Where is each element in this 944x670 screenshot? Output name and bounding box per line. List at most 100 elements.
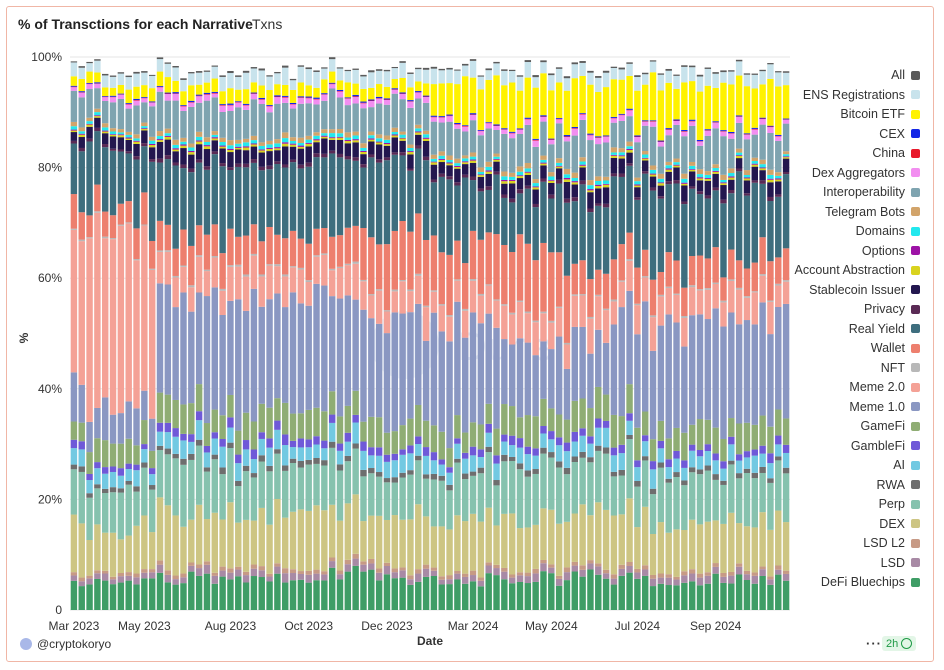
bar-segment-ens-registrations	[188, 73, 195, 86]
legend-label: Dex Aggregators	[811, 165, 905, 180]
legend-item-nft[interactable]: NFT	[881, 361, 920, 375]
bar-segment-ens-registrations	[688, 67, 696, 82]
legend-item-gamefi[interactable]: GameFi	[861, 419, 920, 433]
bar-segment-options	[258, 149, 265, 151]
bar-segment-ai	[782, 452, 790, 468]
bar-segment-wallet	[195, 225, 203, 256]
bar-segment-lsd-l2	[485, 562, 492, 566]
bar-segment-privacy	[328, 150, 336, 154]
legend-item-ai[interactable]: AI	[893, 458, 920, 472]
bar-segment-nft	[141, 224, 148, 226]
legend-item-lsd[interactable]: LSD	[881, 556, 920, 570]
bar-segment-meme-1-0	[266, 299, 273, 408]
legend-item-perp[interactable]: Perp	[879, 497, 920, 511]
bar-segment-lsd-l2	[313, 569, 320, 574]
bar-segment-lsd-l2	[156, 560, 164, 565]
bar-segment-defi-bluechips	[368, 569, 375, 610]
bar-segment-privacy	[477, 188, 485, 192]
bar-segment-domains	[728, 173, 735, 177]
refresh-age-badge[interactable]: 2h	[882, 636, 917, 651]
legend-item-real-yield[interactable]: Real Yield	[849, 322, 920, 336]
legend-item-meme-2-0[interactable]: Meme 2.0	[849, 380, 920, 394]
bar-segment-cex	[274, 95, 281, 97]
bar-segment-domains	[657, 178, 665, 183]
bar-segment-ai	[720, 468, 727, 481]
bar-segment-lsd-l2	[266, 573, 273, 577]
legend-item-telegram-bots[interactable]: Telegram Bots	[825, 205, 920, 219]
legend-item-rwa[interactable]: RWA	[877, 478, 920, 492]
bar-segment-telegram-bots	[508, 172, 516, 177]
bar-segment-ens-registrations	[86, 63, 93, 72]
bar-segment-bitcoin-etf	[642, 84, 649, 121]
legend-item-bitcoin-etf[interactable]: Bitcoin ETF	[840, 107, 920, 121]
bar-segment-rwa	[501, 454, 508, 462]
bar-segment-defi-bluechips	[751, 583, 758, 610]
bar-segment-account-abstraction	[430, 162, 438, 165]
legend-item-china[interactable]: China	[872, 146, 920, 160]
legend-item-domains[interactable]: Domains	[856, 224, 920, 238]
bar-segment-meme-2-0	[336, 268, 344, 299]
legend-item-meme-1-0[interactable]: Meme 1.0	[849, 400, 920, 414]
bar-segment-wallet	[720, 277, 727, 301]
x-tick-label: Dec 2023	[361, 619, 413, 633]
bar-segment-lsd-l2	[540, 559, 547, 564]
legend-item-dex[interactable]: DEX	[879, 517, 920, 531]
bar-segment-account-abstraction	[368, 139, 375, 142]
bar-segment-real-yield	[297, 168, 305, 239]
bar-segment-defi-bluechips	[102, 580, 109, 610]
legend-item-dex-aggregators[interactable]: Dex Aggregators	[812, 166, 920, 180]
bar-segment-dex-aggregators	[415, 92, 422, 99]
bar-segment-wallet	[563, 275, 571, 343]
bar-segment-cex	[508, 131, 516, 133]
bar-segment-meme-1-0	[782, 303, 790, 419]
bar-segment-perp	[508, 460, 516, 514]
bar-segment-interoperability	[102, 100, 109, 124]
bar-segment-telegram-bots	[430, 154, 438, 159]
bar-segment-rwa	[203, 467, 211, 472]
bar-segment-bitcoin-etf	[383, 86, 391, 99]
legend-item-wallet[interactable]: Wallet	[871, 341, 920, 355]
bar-segment-all	[164, 62, 172, 64]
legend-item-options[interactable]: Options	[862, 244, 920, 258]
legend-item-lsd-l2[interactable]: LSD L2	[863, 536, 920, 550]
bar-segment-dex	[407, 519, 414, 576]
bar-segment-account-abstraction	[446, 163, 453, 166]
bar-segment-options	[242, 146, 250, 148]
bar-segment-perp	[610, 476, 618, 516]
bar-segment-stablecoin-issuer	[422, 141, 430, 157]
footer-user[interactable]: @cryptokoryo	[20, 637, 111, 651]
legend-item-stablecoin-issuer[interactable]: Stablecoin Issuer	[809, 283, 920, 297]
bar-segment-perp	[634, 486, 641, 528]
bar-segment-real-yield	[313, 157, 320, 229]
bar-segment-gamblefi	[720, 461, 727, 469]
legend-swatch	[911, 402, 920, 411]
bar-segment-options	[430, 161, 438, 163]
bar-segment-domains	[595, 180, 602, 185]
bar-segment-privacy	[344, 156, 352, 160]
bar-segment-privacy	[532, 203, 539, 208]
legend-item-interoperability[interactable]: Interoperability	[823, 185, 920, 199]
legend-item-all[interactable]: All	[891, 68, 920, 82]
bar-segment-options	[626, 148, 633, 151]
bar-segment-rwa	[540, 447, 547, 454]
chart-subtitle[interactable]: Txns	[252, 16, 283, 32]
bar-segment-gamefi	[782, 418, 790, 445]
bar-segment-ens-registrations	[203, 71, 211, 83]
bar-segment-bitcoin-etf	[508, 82, 516, 132]
legend-item-gamblefi[interactable]: GambleFi	[851, 439, 920, 453]
bar-segment-lsd-l2	[344, 559, 352, 565]
bar-segment-ens-registrations	[477, 76, 485, 90]
more-options-icon[interactable]: ···	[866, 636, 882, 651]
legend-item-cex[interactable]: CEX	[879, 127, 920, 141]
legend-item-account-abstraction[interactable]: Account Abstraction	[795, 263, 920, 277]
bar-segment-bitcoin-etf	[141, 85, 148, 98]
bar-segment-dex	[524, 527, 532, 573]
legend-item-defi-bluechips[interactable]: DeFi Bluechips	[821, 575, 920, 589]
bar-segment-telegram-bots	[579, 157, 586, 162]
bar-segment-privacy	[696, 191, 704, 195]
bar-segment-perp	[391, 482, 398, 516]
legend-item-privacy[interactable]: Privacy	[864, 302, 920, 316]
bar-segment-telegram-bots	[360, 143, 367, 148]
bar-segment-options	[117, 134, 125, 136]
legend-item-ens-registrations[interactable]: ENS Registrations	[803, 88, 920, 102]
